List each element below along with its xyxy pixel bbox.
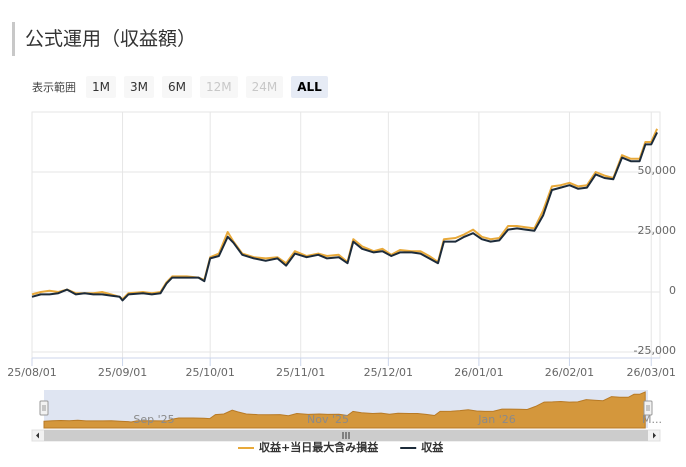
handle-grip — [646, 405, 650, 411]
range-button[interactable]: 6M — [162, 76, 192, 98]
y-tick-label: -25,000 — [634, 344, 676, 357]
x-tick-label: 25/12/01 — [364, 366, 413, 379]
x-tick-label: 25/11/01 — [276, 366, 325, 379]
x-tick-label: 25/10/01 — [185, 366, 234, 379]
lines — [31, 128, 659, 302]
navigator-label: Sep '25 — [133, 413, 174, 426]
scroll-left[interactable] — [36, 432, 39, 439]
legend: 収益+当日最大含み損益 収益 — [238, 440, 444, 454]
grid: -25,000 0 25,000 50,000 25/08/01 25/09/01 25/1… — [7, 112, 676, 379]
scroll-grip — [342, 432, 350, 439]
navigator-handle[interactable] — [39, 400, 49, 416]
x-tick-label: 25/08/01 — [7, 366, 56, 379]
range-label: 表示範囲 — [32, 81, 76, 94]
range-button: 24M — [245, 76, 284, 98]
handle[interactable] — [39, 400, 49, 416]
chart-title: 公式運用（収益額） — [12, 22, 196, 56]
range-button[interactable]: 3M — [124, 76, 154, 98]
x-tick-label: 25/09/01 — [98, 366, 147, 379]
navigator-area — [43, 391, 646, 429]
navigator-label: Jan '26 — [477, 413, 515, 426]
range-selector: 表示範囲 1M 3M 6M 12M 24M ALL — [32, 76, 328, 98]
y-tick-label: 0 — [669, 284, 676, 297]
x-tick-label: 26/01/01 — [454, 366, 503, 379]
y-tick-label: 25,000 — [638, 224, 677, 237]
plot-area — [31, 111, 661, 359]
legend-label: 収益 — [421, 440, 444, 454]
navigator-label: M... — [642, 413, 662, 426]
range-button[interactable]: ALL — [291, 76, 328, 98]
y-tick-label: 50,000 — [638, 164, 677, 177]
handle-grip — [42, 405, 46, 411]
scroll-right[interactable] — [653, 432, 656, 439]
navigator-label: Nov '25 — [307, 413, 349, 426]
legend-label: 収益+当日最大含み損益 — [259, 440, 379, 454]
navigator: Sep '25 Nov '25 Jan '26 M... — [39, 390, 662, 429]
handle[interactable] — [643, 400, 653, 416]
range-button: 12M — [200, 76, 238, 98]
x-tick-label: 26/02/01 — [545, 366, 594, 379]
x-tick-label: 26/03/01 — [627, 366, 676, 379]
navigator-handle[interactable] — [643, 400, 653, 416]
range-button[interactable]: 1M — [86, 76, 116, 98]
series-line — [31, 131, 658, 302]
scrollbar[interactable] — [31, 429, 661, 442]
